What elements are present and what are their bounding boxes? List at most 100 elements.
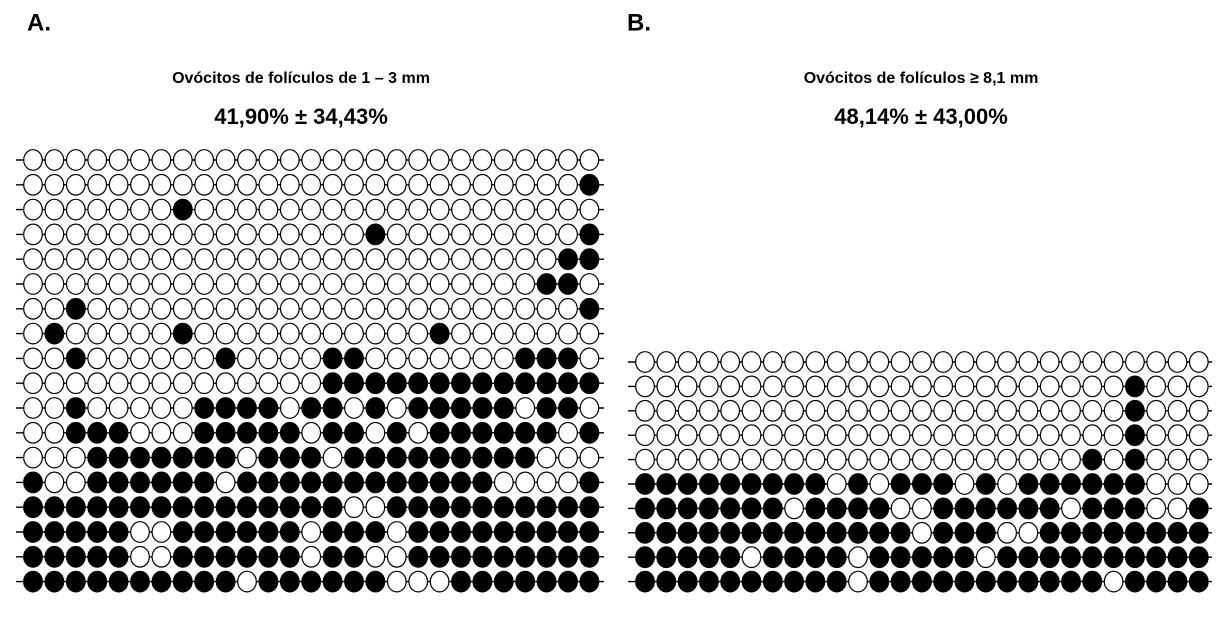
cpg-site — [1167, 351, 1188, 373]
cpg-site — [301, 496, 322, 519]
cpg-site — [933, 351, 954, 373]
cpg-site — [108, 248, 129, 271]
cpg-site — [151, 198, 172, 221]
cpg-site — [975, 351, 996, 373]
cpg-site — [1018, 351, 1039, 373]
cpg-site — [1039, 399, 1060, 422]
cpg-site — [656, 448, 677, 471]
panel-label: A. — [27, 9, 51, 36]
cpg-site — [656, 546, 677, 569]
cpg-site — [515, 322, 536, 345]
cpg-site — [677, 424, 698, 447]
cpg-site — [493, 149, 514, 171]
cpg-site — [386, 347, 407, 370]
cpg-site — [1103, 570, 1124, 593]
cpg-site — [805, 375, 826, 398]
cpg-site — [344, 471, 364, 494]
cpg-site — [451, 496, 471, 519]
cpg-site — [322, 421, 343, 444]
cpg-site — [301, 372, 322, 395]
cpg-site — [87, 397, 108, 419]
cpg-site — [1103, 448, 1124, 471]
cpg-site — [954, 375, 975, 398]
cpg-site — [1188, 473, 1209, 495]
cpg-site — [258, 173, 279, 196]
cpg-site — [848, 546, 868, 569]
cpg-site — [194, 322, 215, 345]
cpg-site — [365, 421, 386, 444]
cpg-site — [386, 446, 407, 469]
cpg-site — [472, 446, 493, 469]
cpg-site — [997, 375, 1017, 398]
cpg-site — [635, 424, 655, 447]
cpg-site — [87, 471, 108, 494]
cpg-site — [536, 446, 557, 469]
cpg-site — [23, 322, 43, 345]
cpg-site — [386, 198, 407, 221]
cpg-site — [912, 375, 932, 398]
cpg-site — [472, 347, 493, 370]
cpg-site — [1018, 497, 1039, 520]
cpg-site — [579, 521, 600, 543]
cpg-site — [258, 347, 279, 370]
cpg-site — [493, 347, 514, 370]
cpg-site — [365, 248, 386, 271]
cpg-site — [1167, 570, 1188, 593]
cpg-site — [579, 173, 600, 196]
cpg-site — [912, 521, 932, 544]
cpg-site — [656, 521, 677, 544]
cpg-site — [1018, 375, 1039, 398]
cpg-site — [408, 223, 429, 246]
cpg-site — [65, 248, 86, 271]
cpg-site — [172, 223, 193, 246]
cpg-site — [44, 570, 65, 593]
cpg-site — [720, 375, 741, 398]
cpg-site — [151, 297, 172, 320]
cpg-site — [23, 496, 43, 519]
cpg-site — [65, 496, 86, 519]
cpg-site — [429, 545, 450, 568]
cpg-site — [1124, 546, 1145, 569]
cpg-site — [890, 399, 911, 422]
cpg-site — [151, 397, 172, 419]
cpg-site — [515, 198, 536, 221]
cpg-site — [869, 399, 890, 422]
cpg-site — [1146, 448, 1167, 471]
cpg-site — [429, 198, 450, 221]
cpg-site — [215, 322, 236, 345]
cpg-site — [558, 496, 578, 519]
cpg-site — [322, 149, 343, 171]
cpg-site — [472, 471, 493, 494]
cpg-site — [279, 347, 300, 370]
cpg-site — [23, 421, 43, 444]
cpg-site — [44, 273, 65, 295]
cpg-site — [365, 322, 386, 345]
cpg-site — [151, 223, 172, 246]
cpg-site — [515, 273, 536, 295]
cpg-site — [365, 173, 386, 196]
cpg-site — [997, 399, 1017, 422]
cpg-site — [1061, 546, 1081, 569]
cpg-site — [1061, 399, 1081, 422]
cpg-site — [215, 198, 236, 221]
cpg-site — [87, 421, 108, 444]
cpg-site — [215, 372, 236, 395]
cpg-site — [890, 546, 911, 569]
cpg-site — [1188, 570, 1209, 593]
cpg-site — [762, 448, 783, 471]
cpg-site — [451, 421, 471, 444]
cpg-site — [784, 399, 804, 422]
cpg-site — [429, 223, 450, 246]
cpg-site — [805, 521, 826, 544]
cpg-site — [536, 496, 557, 519]
cpg-site — [44, 248, 65, 271]
cpg-site — [1167, 497, 1188, 520]
cpg-site — [65, 372, 86, 395]
cpg-site — [805, 546, 826, 569]
cpg-site — [741, 570, 762, 593]
cpg-site — [451, 198, 471, 221]
cpg-site — [344, 446, 364, 469]
cpg-site — [1082, 473, 1103, 495]
cpg-site — [933, 399, 954, 422]
